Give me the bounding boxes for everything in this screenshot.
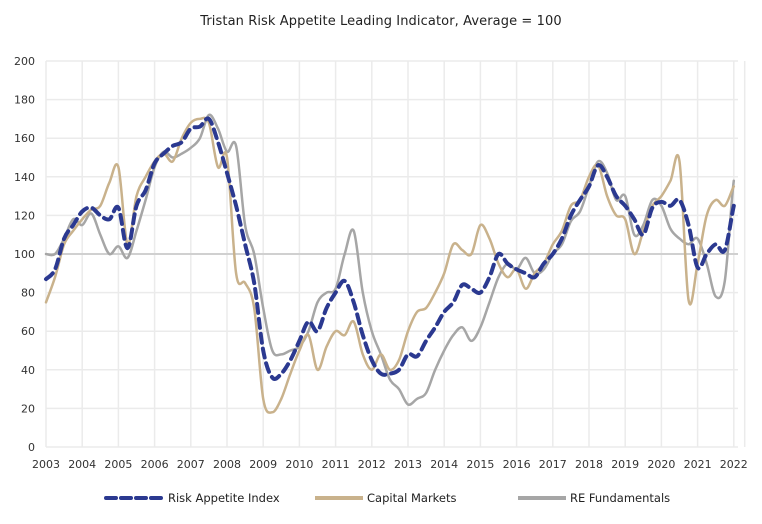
y-tick-label: 60	[21, 325, 35, 338]
y-axis-ticks: 0 20 40 60 80 100 120 140 160 180 200	[14, 55, 35, 454]
x-tick-label: 2022	[720, 458, 748, 471]
x-tick-label: 2018	[575, 458, 603, 471]
series-line-capital-markets	[44, 116, 736, 414]
x-tick-label: 2004	[68, 458, 96, 471]
x-tick-label: 2020	[647, 458, 675, 471]
legend-item-risk-appetite-index: Risk Appetite Index	[104, 489, 280, 507]
x-tick-label: 2019	[611, 458, 639, 471]
y-tick-label: 120	[14, 209, 35, 222]
x-tick-label: 2006	[141, 458, 169, 471]
x-tick-label: 2015	[466, 458, 494, 471]
legend-item-re-fundamentals: RE Fundamentals	[518, 489, 670, 507]
x-tick-label: 2016	[503, 458, 531, 471]
x-tick-label: 2012	[358, 458, 386, 471]
x-tick-label: 2008	[213, 458, 241, 471]
y-tick-label: 80	[21, 287, 35, 300]
x-tick-label: 2003	[32, 458, 60, 471]
x-tick-label: 2009	[249, 458, 277, 471]
legend-swatch-solid	[518, 496, 566, 500]
legend-item-capital-markets: Capital Markets	[315, 489, 457, 507]
y-tick-label: 160	[14, 132, 35, 145]
series-line-re-fundamentals	[44, 113, 736, 407]
x-tick-label: 2011	[322, 458, 350, 471]
legend-swatch-dashed	[104, 496, 166, 500]
x-tick-label: 2021	[684, 458, 712, 471]
x-tick-label: 2007	[177, 458, 205, 471]
x-tick-label: 2017	[539, 458, 567, 471]
y-tick-label: 40	[21, 364, 35, 377]
x-axis-ticks: 2003 2004 2005 2006 2007 2008 2009 2010 2011 2012…	[32, 458, 748, 471]
legend: Risk Appetite Index Capital Markets RE F…	[0, 489, 762, 507]
y-tick-label: 0	[28, 441, 35, 454]
series-line-risk-appetite-index	[44, 116, 736, 381]
y-tick-label: 140	[14, 171, 35, 184]
chart-title: Tristan Risk Appetite Leading Indicator,…	[200, 14, 562, 29]
x-tick-label: 2014	[430, 458, 458, 471]
y-tick-label: 200	[14, 55, 35, 68]
x-tick-label: 2005	[104, 458, 132, 471]
y-tick-label: 20	[21, 402, 35, 415]
x-tick-label: 2013	[394, 458, 422, 471]
y-tick-label: 100	[14, 248, 35, 261]
legend-label: Capital Markets	[367, 491, 457, 505]
gridlines	[45, 60, 746, 448]
x-tick-label: 2010	[285, 458, 313, 471]
legend-label: Risk Appetite Index	[168, 491, 280, 505]
series-lines	[44, 113, 736, 414]
legend-label: RE Fundamentals	[570, 491, 671, 505]
y-tick-label: 180	[14, 94, 35, 107]
legend-swatch-solid	[315, 496, 363, 500]
